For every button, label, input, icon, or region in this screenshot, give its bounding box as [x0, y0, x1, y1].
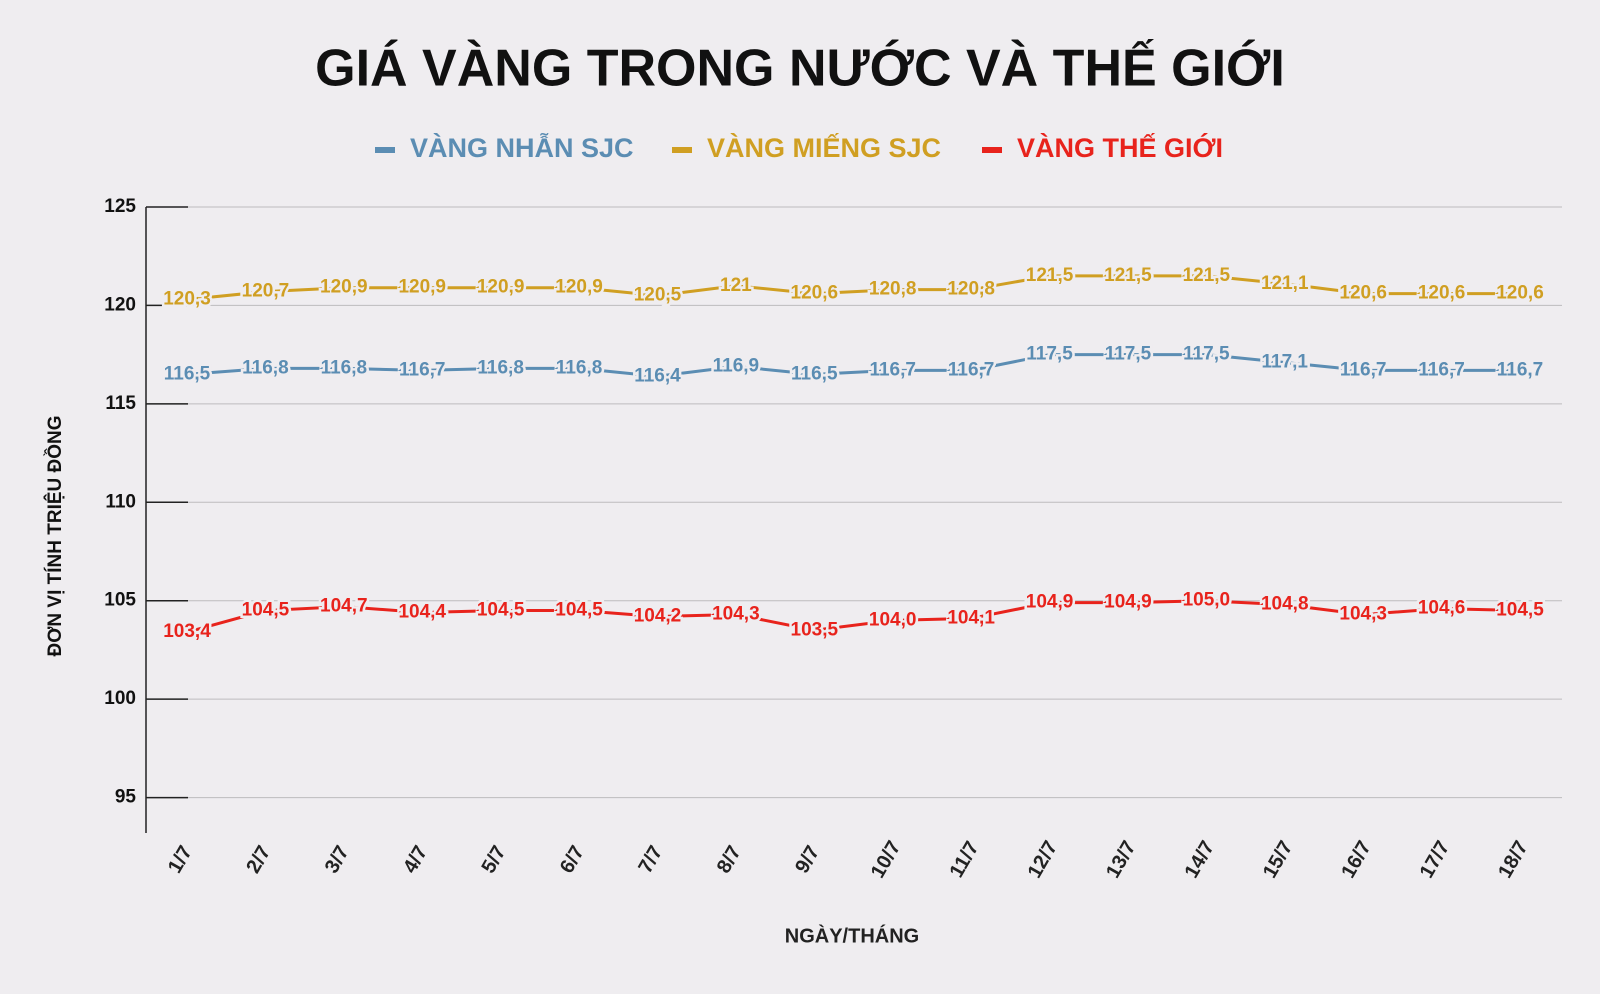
legend-label: VÀNG THẾ GIỚI	[1017, 132, 1223, 163]
data-label: 121	[720, 275, 752, 296]
data-label: 104,5	[242, 600, 290, 621]
data-label: 121,5	[1026, 265, 1074, 286]
data-label: 120,5	[634, 285, 682, 306]
data-label: 104,5	[1496, 600, 1544, 621]
data-label: 104,0	[869, 609, 917, 630]
data-label: 120,9	[398, 277, 446, 298]
data-label: 120,8	[947, 279, 995, 300]
data-label: 105,0	[1183, 590, 1231, 611]
data-label: 116,7	[948, 359, 995, 380]
data-label: 121,5	[1183, 265, 1231, 286]
legend-label: VÀNG MIẾNG SJC	[707, 132, 941, 163]
series-line	[186, 274, 1520, 302]
y-tick-label: 95	[115, 787, 137, 808]
data-label: 116,7	[1418, 359, 1465, 380]
series-line	[186, 599, 1521, 634]
data-label: 116,8	[477, 357, 524, 378]
data-label: 116,7	[399, 359, 446, 380]
y-tick-label: 115	[105, 393, 136, 414]
data-label: 120,8	[869, 279, 917, 300]
legend-swatch	[672, 147, 692, 153]
data-label: 116,8	[556, 357, 603, 378]
data-label: 116,7	[1497, 359, 1544, 380]
data-label: 120,9	[320, 277, 368, 298]
data-label: 116,7	[1340, 359, 1387, 380]
data-label: 116,5	[164, 363, 211, 384]
data-label: 104,3	[712, 604, 760, 625]
data-label: 120,6	[1339, 283, 1387, 304]
y-tick-label: 125	[104, 196, 136, 217]
data-label: 116,8	[321, 357, 368, 378]
data-label: 117,5	[1026, 344, 1073, 365]
data-label: 104,9	[1026, 592, 1074, 613]
data-label: 120,3	[163, 289, 211, 310]
y-tick-label: 110	[105, 491, 136, 512]
data-label: 104,5	[477, 600, 525, 621]
data-label: 116,8	[242, 357, 289, 378]
data-label: 103,5	[791, 619, 839, 640]
data-label: 104,8	[1261, 594, 1309, 615]
data-label: 104,2	[634, 605, 682, 626]
x-axis-label: NGÀY/THÁNG	[785, 924, 919, 947]
data-label: 116,5	[791, 363, 838, 384]
data-label: 104,1	[947, 607, 995, 628]
data-label: 120,9	[555, 277, 603, 298]
data-label: 117,5	[1183, 344, 1230, 365]
data-label: 116,7	[869, 359, 916, 380]
y-tick-label: 105	[104, 590, 136, 611]
legend-label: VÀNG NHẪN SJC	[410, 132, 634, 163]
data-label: 104,4	[398, 602, 446, 623]
data-label: 120,6	[1418, 283, 1466, 304]
legend-swatch	[375, 147, 395, 153]
data-label: 104,7	[320, 596, 368, 617]
data-label: 121,5	[1104, 265, 1152, 286]
data-label: 117,5	[1105, 344, 1152, 365]
data-label: 116,9	[713, 355, 760, 376]
y-tick-label: 120	[104, 294, 136, 315]
data-label: 121,1	[1261, 273, 1309, 294]
data-label: 104,3	[1339, 604, 1387, 625]
series-line	[186, 353, 1520, 378]
data-label: 104,9	[1104, 592, 1152, 613]
y-tick-label: 100	[104, 688, 136, 709]
y-axis-label: ĐƠN VỊ TÍNH TRIỆU ĐỒNG	[44, 415, 66, 656]
data-label: 117,1	[1262, 352, 1309, 373]
data-label: 120,9	[477, 277, 525, 298]
legend-swatch	[982, 147, 1002, 153]
data-label: 120,7	[242, 281, 290, 302]
data-label: 104,5	[555, 600, 603, 621]
data-label: 104,6	[1418, 598, 1466, 619]
chart-title: GIÁ VÀNG TRONG NƯỚC VÀ THẾ GIỚI	[315, 39, 1285, 98]
data-label: 116,4	[634, 365, 681, 386]
data-label: 120,6	[1496, 283, 1544, 304]
data-label: 120,6	[791, 283, 839, 304]
data-label: 103,4	[163, 621, 211, 642]
